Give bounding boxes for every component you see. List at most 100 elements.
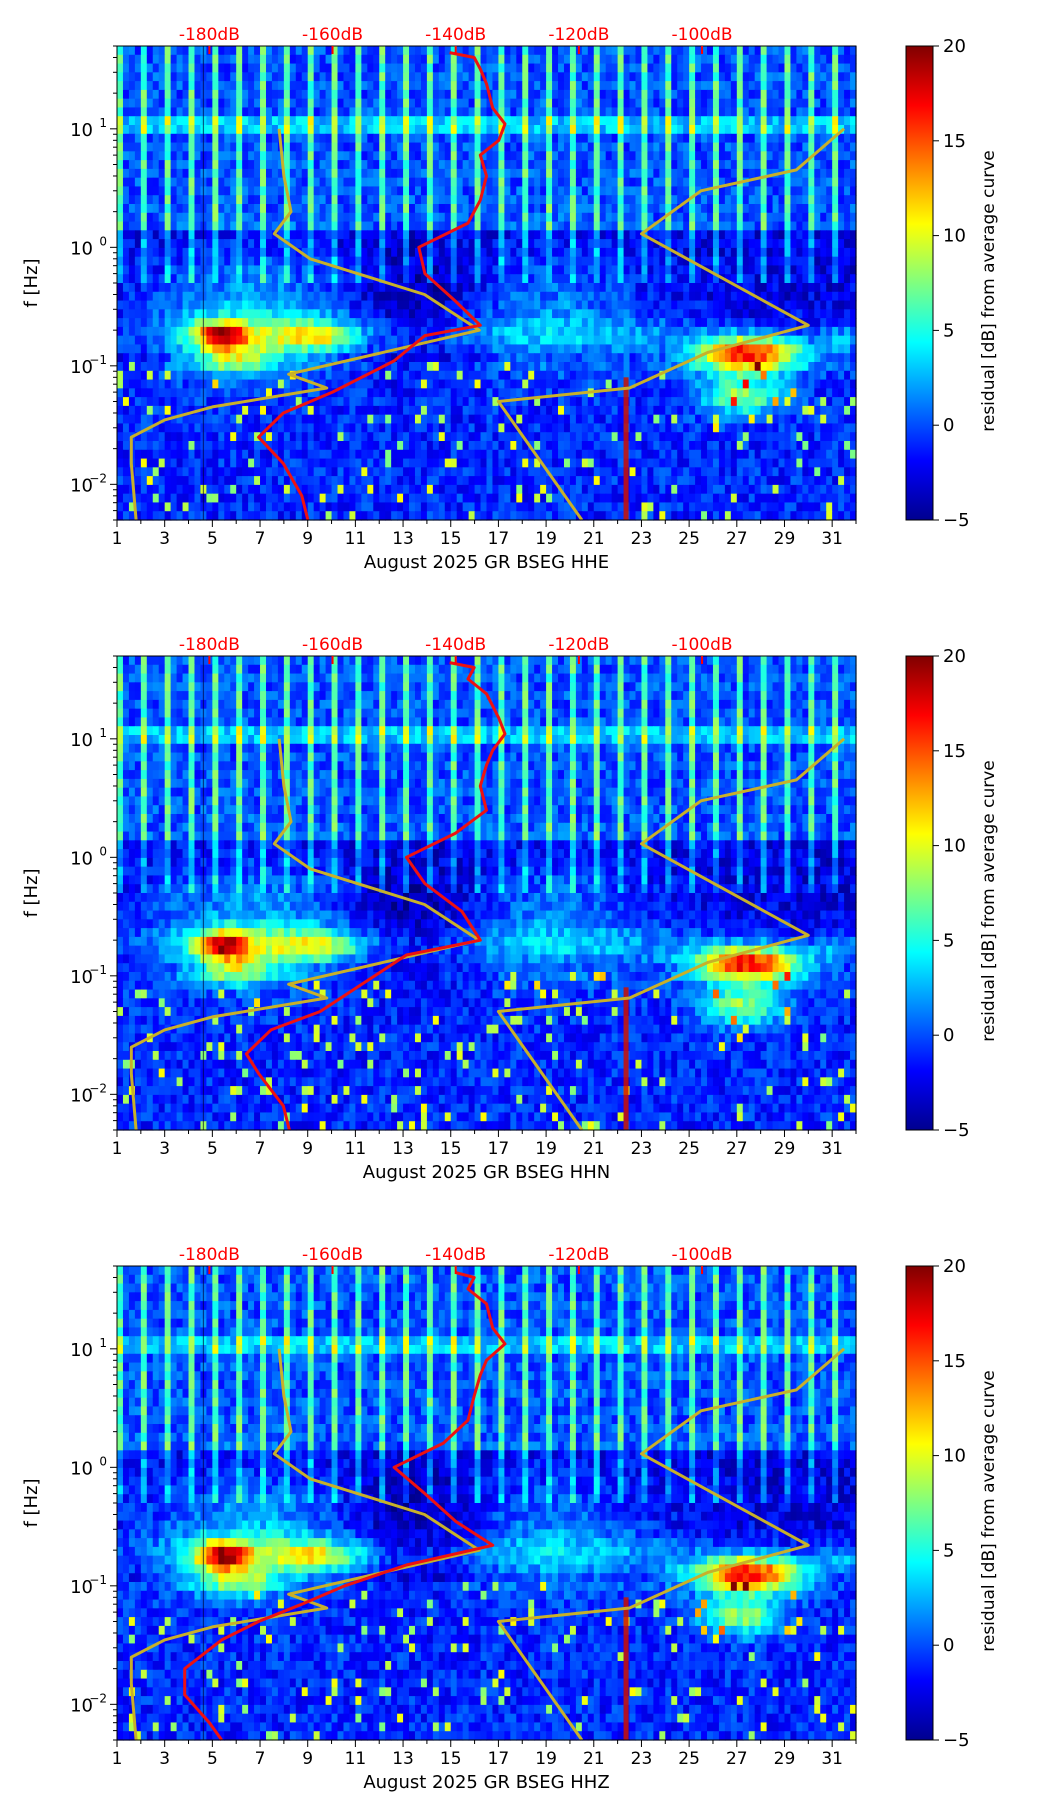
heatmap-cell: [796, 344, 803, 354]
heatmap-cell: [718, 89, 726, 100]
heatmap-cell: [158, 151, 166, 161]
heatmap-cell: [707, 81, 714, 91]
heatmap-cell: [534, 326, 541, 337]
heatmap-cell: [605, 125, 613, 135]
heatmap-cell: [236, 116, 243, 126]
heatmap-cell: [164, 291, 172, 302]
heatmap-cell: [128, 397, 136, 407]
heatmap-cell: [712, 168, 720, 179]
heatmap-cell: [659, 230, 666, 240]
heatmap-cell: [414, 221, 422, 231]
heatmap-cell: [510, 125, 517, 135]
heatmap-cell: [432, 291, 440, 302]
heatmap-cell: [486, 247, 494, 258]
heatmap-cell: [754, 247, 762, 258]
heatmap-cell: [623, 265, 631, 275]
heatmap-cell: [522, 309, 529, 319]
heatmap-cell: [683, 81, 690, 91]
heatmap-cell: [552, 274, 559, 284]
heatmap-cell: [403, 274, 410, 284]
heatmap-cell: [826, 230, 833, 240]
heatmap-cell: [552, 318, 559, 328]
heatmap-cell: [796, 379, 803, 389]
heatmap-cell: [295, 239, 303, 249]
heatmap-cell: [295, 309, 303, 319]
heatmap-cell: [355, 362, 362, 372]
heatmap-cell: [832, 353, 839, 363]
heatmap-cell: [301, 177, 309, 188]
heatmap-cell: [295, 362, 303, 372]
heatmap-cell: [140, 318, 148, 328]
heatmap-cell: [826, 256, 833, 267]
heatmap-cell: [814, 379, 821, 389]
heatmap-cell: [689, 274, 696, 284]
heatmap-cell: [486, 46, 494, 56]
heatmap-cell: [254, 81, 261, 91]
heatmap-cell: [683, 326, 690, 337]
heatmap-cell: [331, 291, 339, 302]
heatmap-cell: [164, 239, 172, 249]
heatmap-cell: [164, 54, 172, 65]
heatmap-cell: [170, 283, 178, 293]
heatmap-cell: [575, 107, 583, 117]
heatmap-cell: [182, 370, 190, 381]
heatmap-cell: [653, 318, 660, 328]
heatmap-cell: [838, 344, 845, 354]
heatmap-cell: [242, 116, 249, 126]
heatmap-cell: [802, 326, 809, 337]
heatmap-cell: [420, 309, 428, 319]
heatmap-cell: [170, 54, 178, 65]
heatmap-cell: [569, 274, 577, 284]
heatmap-cell: [581, 344, 589, 354]
heatmap-cell: [188, 160, 196, 170]
heatmap-cell: [498, 300, 505, 310]
heatmap-cell: [367, 230, 374, 240]
heatmap-cell: [772, 353, 780, 363]
heatmap-cell: [337, 362, 345, 372]
heatmap-cell: [373, 125, 380, 135]
heatmap-cell: [176, 107, 184, 117]
heatmap-cell: [510, 239, 517, 249]
heatmap-cell: [486, 54, 494, 65]
heatmap-cell: [796, 283, 803, 293]
heatmap-cell: [260, 335, 267, 346]
heatmap-cell: [754, 344, 762, 354]
heatmap-cell: [605, 256, 613, 267]
heatmap-cell: [814, 362, 821, 372]
heatmap-cell: [194, 221, 202, 231]
heatmap-cell: [546, 177, 553, 188]
heatmap-cell: [343, 195, 351, 205]
heatmap-cell: [271, 326, 279, 337]
heatmap-cell: [140, 335, 148, 346]
heatmap-cell: [754, 133, 762, 144]
heatmap-cell: [432, 212, 440, 223]
heatmap-cell: [671, 46, 678, 56]
heatmap-cell: [611, 46, 619, 56]
heatmap-cell: [480, 98, 488, 109]
heatmap-cell: [122, 125, 130, 135]
heatmap-cell: [218, 54, 225, 65]
heatmap-cell: [695, 212, 702, 223]
heatmap-cell: [742, 142, 750, 152]
heatmap-cell: [242, 300, 249, 310]
heatmap-cell: [331, 274, 339, 284]
heatmap-cell: [534, 335, 541, 346]
heatmap-cell: [790, 335, 797, 346]
heatmap-cell: [367, 344, 374, 354]
heatmap-cell: [772, 362, 780, 372]
heatmap-cell: [230, 291, 237, 302]
heatmap-cell: [117, 54, 124, 65]
heatmap-cell: [176, 195, 184, 205]
heatmap-cell: [802, 107, 809, 117]
heatmap-cell: [677, 151, 684, 161]
heatmap-cell: [522, 151, 529, 161]
heatmap-cell: [265, 388, 273, 398]
heatmap-cell: [188, 326, 196, 337]
heatmap-cell: [796, 160, 803, 170]
heatmap-cell: [683, 230, 690, 240]
heatmap-cell: [242, 344, 249, 354]
heatmap-cell: [307, 274, 315, 284]
heatmap-cell: [689, 107, 696, 117]
heatmap-cell: [742, 344, 750, 354]
heatmap-cell: [534, 344, 541, 354]
